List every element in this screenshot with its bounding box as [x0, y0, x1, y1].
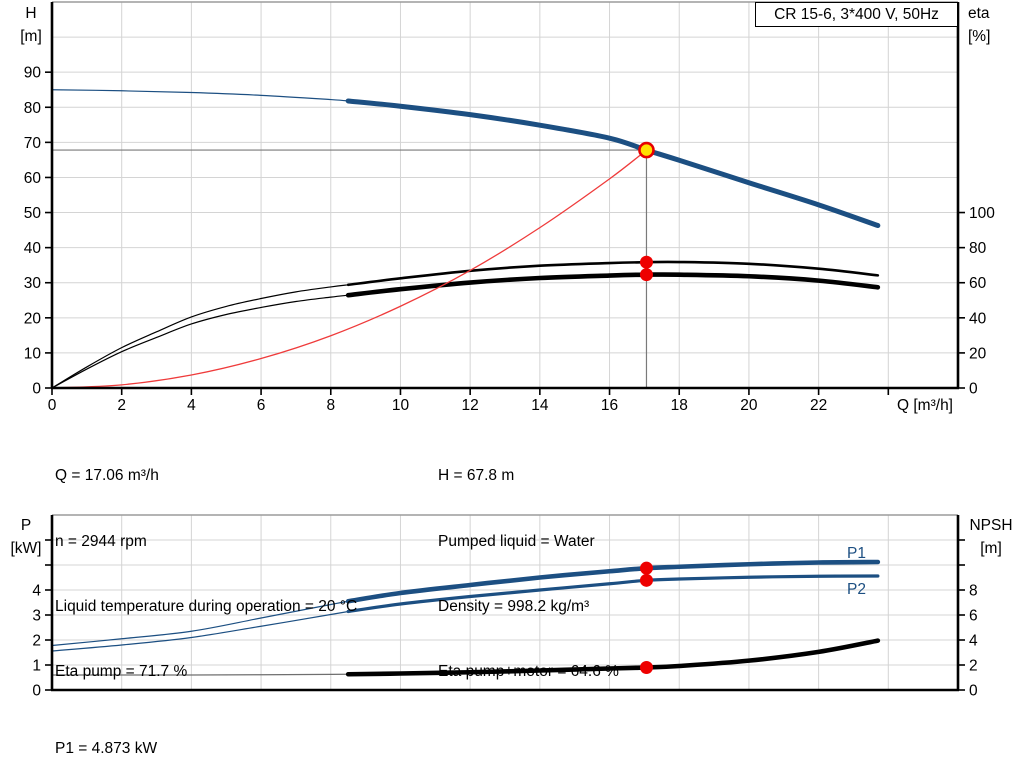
- x-axis-unit-label: Q [m³/h]: [897, 397, 953, 414]
- curve-value-dot: [639, 573, 653, 587]
- curve-title: CR 15-6, 3*400 V, 50Hz: [774, 5, 939, 23]
- left-axis-tick-label: 10: [24, 345, 42, 362]
- eta-pump-curve-thick: [346, 260, 880, 287]
- eta-pump-motor-curve-thin: [51, 294, 349, 389]
- left-axis-tick-label: 4: [32, 583, 41, 600]
- right-axis-tick-label: 40: [969, 310, 987, 327]
- p1-curve-thin: [51, 600, 349, 647]
- flow-value-line: Q = 17.06 m³/h: [55, 467, 159, 485]
- p2-curve-thick: [346, 574, 880, 614]
- left-axis-tick-label: 2: [32, 633, 41, 650]
- head-curve-thick: [345, 98, 881, 229]
- curve-value-dot: [639, 561, 653, 575]
- right-axis-tick-label: 0: [969, 381, 978, 398]
- left-axis-tick-label: 30: [24, 275, 42, 292]
- left-axis-tick-label: 20: [24, 310, 42, 327]
- x-axis-tick-label: 14: [531, 397, 549, 414]
- power-npsh-chart: 0 1 2 3 4 0 2 4 6 8 P1 P2: [32, 514, 978, 700]
- right-axis-tick-label: 80: [969, 240, 987, 257]
- curve-value-dot: [639, 268, 653, 282]
- x-axis-tick-label: 20: [740, 397, 758, 414]
- series-label-p1: P1: [847, 545, 866, 562]
- x-axis-tick-label: 22: [810, 397, 827, 414]
- pumped-liquid-line: Pumped liquid = Water: [438, 532, 595, 550]
- p1-value-line: P1 = 4.873 kW: [55, 740, 158, 758]
- duty-point-marker[interactable]: [638, 141, 655, 159]
- h-axis-label-unit: [m]: [20, 28, 42, 45]
- npsh-axis-label-unit: [m]: [980, 540, 1002, 557]
- x-axis-tick-label: 4: [187, 397, 196, 414]
- eta-pump-line: Eta pump = 71.7 %: [55, 662, 188, 680]
- left-axis-tick-label: 50: [24, 205, 42, 222]
- p-axis-label-symbol: P: [20, 517, 32, 534]
- operating-data-left: Q = 17.06 m³/h n = 2944 rpm Liquid tempe…: [55, 422, 357, 726]
- right-axis-tick-label: 2: [969, 658, 978, 675]
- eta-pump-motor-line: Eta pump+motor = 64.6 %: [438, 662, 619, 680]
- x-axis-tick-label: 10: [392, 397, 410, 414]
- x-axis-tick-label: 2: [117, 397, 126, 414]
- liquid-temp-line: Liquid temperature during operation = 20…: [55, 597, 358, 615]
- curve-value-dot: [639, 661, 653, 674]
- npsh-curve-thin: [51, 673, 349, 676]
- system-curve: [51, 149, 648, 389]
- speed-value-line: n = 2944 rpm: [55, 532, 147, 550]
- result-data: P1 = 4.873 kW P2 = 4.387 kW NPSH = 1.8 m: [55, 695, 157, 781]
- series-label-p2: P2: [847, 581, 866, 598]
- p-axis-label-unit: [kW]: [10, 540, 42, 557]
- x-axis-tick-label: 18: [671, 397, 688, 414]
- right-axis-tick-label: 8: [969, 583, 978, 600]
- operating-data-right: H = 67.8 m Pumped liquid = Water Density…: [438, 422, 619, 726]
- left-axis-tick-label: 80: [24, 100, 42, 117]
- npsh-curve-thick: [345, 638, 881, 677]
- p1-curve-thick: [345, 559, 881, 604]
- p-axis-label: P [kW]: [2, 514, 50, 560]
- density-line: Density = 998.2 kg/m³: [438, 597, 590, 615]
- left-axis-tick-label: 3: [32, 608, 41, 625]
- head-efficiency-chart: 0 10 20 30 40 50 60 70 80 90 0 20 40 60 80 100 0 2 4 6 8 10 12…: [24, 1, 995, 414]
- curve-title-box: CR 15-6, 3*400 V, 50Hz: [755, 2, 958, 27]
- eta-pump-curve-thin: [51, 284, 349, 389]
- left-axis-tick-label: 0: [32, 683, 41, 700]
- right-axis-tick-label: 6: [969, 608, 978, 625]
- right-axis-tick-label: 20: [969, 345, 987, 362]
- x-axis-tick-label: 0: [48, 397, 57, 414]
- right-axis-tick-label: 60: [969, 275, 987, 292]
- left-axis-tick-label: 40: [24, 240, 42, 257]
- left-axis-tick-label: 1: [32, 658, 41, 675]
- right-axis-tick-label: 100: [969, 205, 995, 222]
- right-axis-tick-label: 0: [969, 683, 978, 700]
- npsh-axis-label: NPSH [m]: [960, 514, 1022, 560]
- h-axis-label-symbol: H: [25, 5, 37, 22]
- eta-axis-label-symbol: eta: [968, 5, 990, 22]
- x-axis-tick-label: 16: [601, 397, 618, 414]
- x-axis-tick-label: 8: [326, 397, 335, 414]
- eta-axis-label: eta [%]: [968, 2, 1020, 48]
- left-axis-tick-label: 90: [24, 65, 42, 82]
- eta-axis-label-unit: [%]: [968, 28, 991, 45]
- npsh-axis-label-symbol: NPSH: [969, 517, 1013, 534]
- right-axis-tick-label: 4: [969, 633, 978, 650]
- eta-pump-motor-curve-thick: [345, 272, 881, 298]
- head-curve-thin: [51, 89, 349, 102]
- curve-value-dot: [639, 255, 653, 269]
- x-axis-tick-label: 6: [257, 397, 266, 414]
- x-axis-tick-label: 12: [462, 397, 479, 414]
- h-axis-label: H [m]: [8, 2, 54, 48]
- p2-curve-thin: [51, 610, 349, 652]
- left-axis-tick-label: 70: [24, 135, 42, 152]
- left-axis-tick-label: 60: [24, 170, 42, 187]
- head-value-line: H = 67.8 m: [438, 467, 515, 485]
- left-axis-tick-label: 0: [32, 381, 41, 398]
